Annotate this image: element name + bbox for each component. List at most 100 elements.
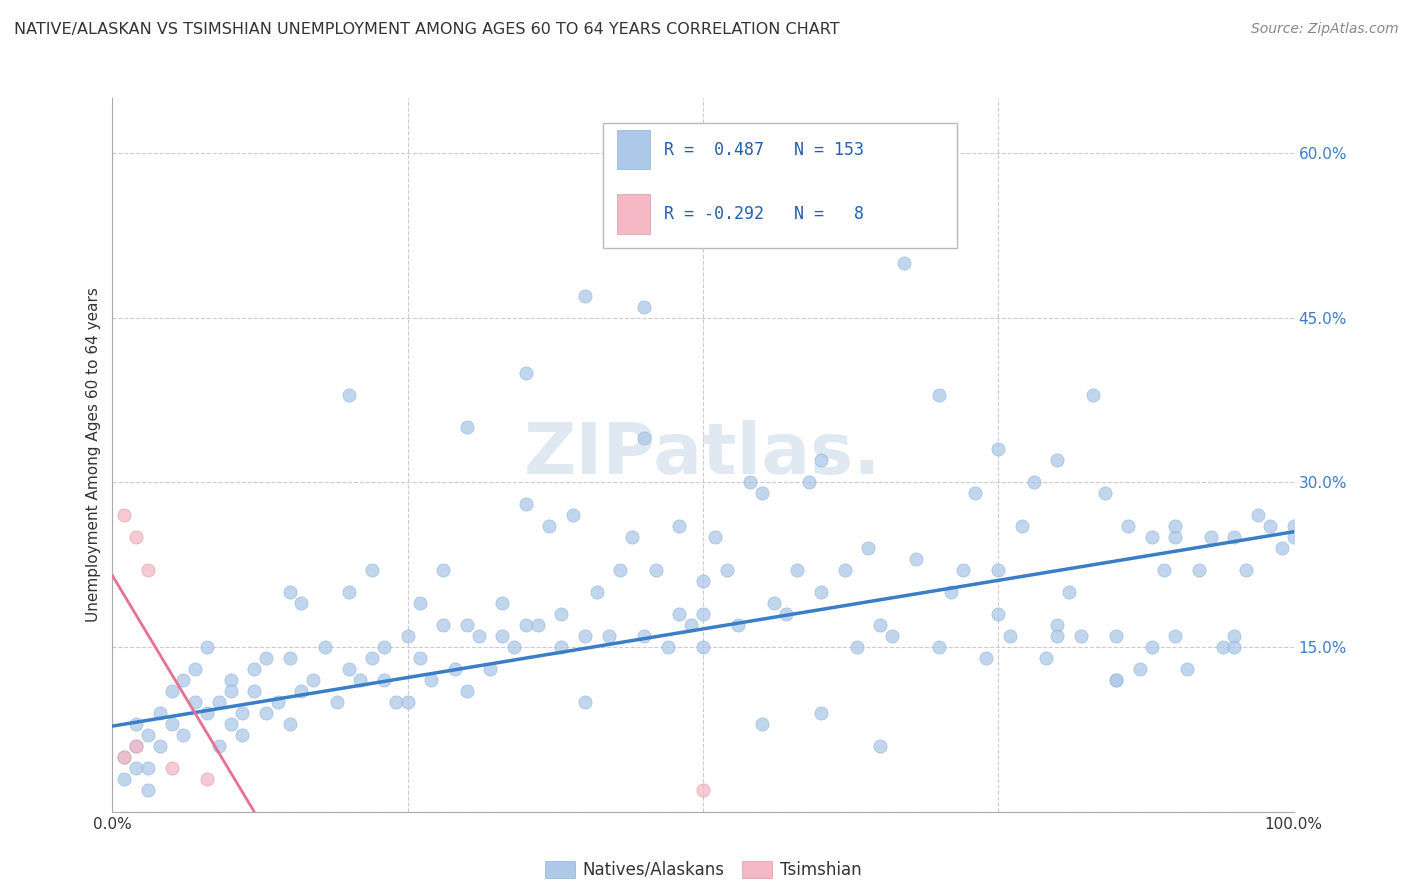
Point xyxy=(160,684,183,698)
Point xyxy=(1140,530,1163,544)
Point xyxy=(361,563,384,577)
Point xyxy=(939,585,962,599)
Point xyxy=(1046,618,1069,632)
Point xyxy=(987,442,1010,457)
Point xyxy=(290,684,312,698)
Point xyxy=(775,607,797,621)
Point xyxy=(799,475,821,490)
Point xyxy=(149,706,172,720)
Point xyxy=(574,695,596,709)
Point xyxy=(810,453,832,467)
Point xyxy=(503,640,526,654)
Point xyxy=(479,662,502,676)
Point xyxy=(1258,519,1281,533)
Point xyxy=(644,563,666,577)
Point xyxy=(987,607,1010,621)
Point xyxy=(668,519,690,533)
Point xyxy=(208,695,231,709)
Point xyxy=(1070,629,1092,643)
Point xyxy=(219,717,242,731)
Point xyxy=(408,651,430,665)
Point xyxy=(1271,541,1294,556)
Text: Source: ZipAtlas.com: Source: ZipAtlas.com xyxy=(1251,22,1399,37)
Point xyxy=(1011,519,1033,533)
Point xyxy=(1057,585,1080,599)
Point xyxy=(515,366,537,380)
Point xyxy=(349,673,371,687)
Point xyxy=(692,607,714,621)
FancyBboxPatch shape xyxy=(603,123,957,248)
Point xyxy=(1188,563,1211,577)
Point xyxy=(278,651,301,665)
Point xyxy=(550,607,572,621)
Point xyxy=(172,673,194,687)
Point xyxy=(219,684,242,698)
Point xyxy=(231,706,253,720)
Point xyxy=(621,530,644,544)
Legend: Natives/Alaskans, Tsimshian: Natives/Alaskans, Tsimshian xyxy=(538,854,868,886)
Point xyxy=(326,695,349,709)
Point xyxy=(125,761,148,775)
Point xyxy=(231,728,253,742)
Point xyxy=(550,640,572,654)
Point xyxy=(657,640,679,654)
Point xyxy=(976,651,998,665)
Point xyxy=(219,673,242,687)
Point xyxy=(361,651,384,665)
Point xyxy=(1022,475,1045,490)
Point xyxy=(184,695,207,709)
Y-axis label: Unemployment Among Ages 60 to 64 years: Unemployment Among Ages 60 to 64 years xyxy=(86,287,101,623)
Point xyxy=(456,420,478,434)
Point xyxy=(491,596,513,610)
Point xyxy=(562,508,585,523)
Point xyxy=(385,695,408,709)
Point xyxy=(337,662,360,676)
Text: ZIPatlas.: ZIPatlas. xyxy=(524,420,882,490)
Point xyxy=(845,640,868,654)
Point xyxy=(668,607,690,621)
Point xyxy=(149,739,172,753)
Point xyxy=(420,673,443,687)
Point xyxy=(1223,629,1246,643)
Point xyxy=(1223,640,1246,654)
Point xyxy=(112,772,135,786)
Point xyxy=(904,552,927,566)
Point xyxy=(337,387,360,401)
Point xyxy=(278,717,301,731)
Point xyxy=(987,563,1010,577)
Point xyxy=(609,563,631,577)
Point xyxy=(880,629,903,643)
Point xyxy=(1046,453,1069,467)
Point xyxy=(195,640,218,654)
Point xyxy=(208,739,231,753)
Point xyxy=(1164,519,1187,533)
Point xyxy=(1212,640,1234,654)
Point xyxy=(692,574,714,589)
Point xyxy=(1105,629,1128,643)
Point xyxy=(952,563,974,577)
Point xyxy=(1094,486,1116,500)
Point xyxy=(136,761,159,775)
Point xyxy=(574,289,596,303)
Point xyxy=(432,618,454,632)
Point xyxy=(195,706,218,720)
Point xyxy=(762,596,785,610)
Point xyxy=(267,695,290,709)
Point xyxy=(491,629,513,643)
Point xyxy=(432,563,454,577)
Point xyxy=(172,728,194,742)
Point xyxy=(373,673,395,687)
Point xyxy=(703,530,725,544)
Point xyxy=(302,673,325,687)
Point xyxy=(456,618,478,632)
Point xyxy=(112,508,135,523)
Point xyxy=(1140,640,1163,654)
Point xyxy=(1153,563,1175,577)
Point xyxy=(1223,530,1246,544)
Point xyxy=(727,618,749,632)
Point xyxy=(633,629,655,643)
Point xyxy=(160,717,183,731)
Point xyxy=(1035,651,1057,665)
Point xyxy=(278,585,301,599)
Point xyxy=(834,563,856,577)
